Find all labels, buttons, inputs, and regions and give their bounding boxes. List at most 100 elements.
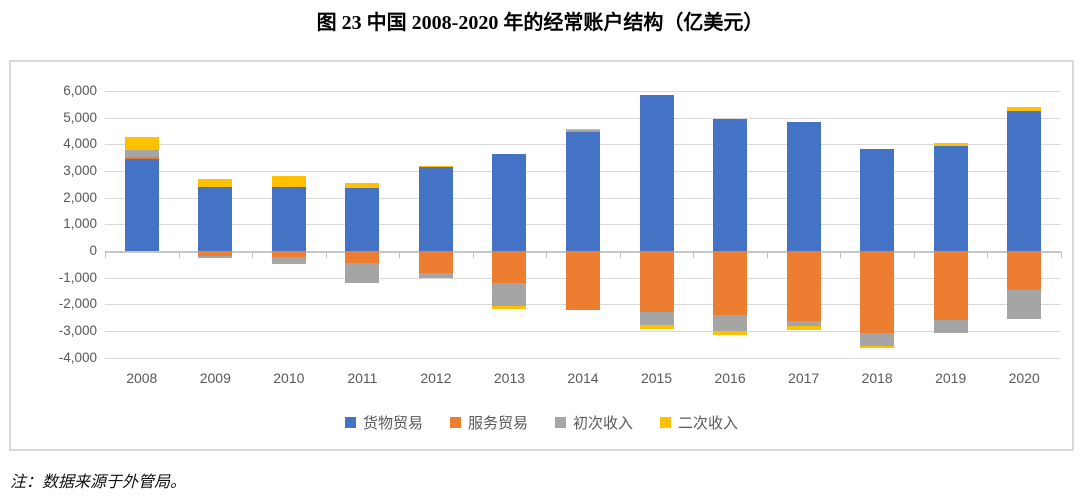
bar-segment — [786, 321, 821, 327]
legend-label: 初次收入 — [573, 415, 634, 432]
bar-segment — [345, 182, 380, 188]
bar-segment — [860, 251, 895, 334]
bar-segment — [1007, 251, 1042, 291]
chart-legend: 货物贸易 服务贸易 初次收入 二次收入 — [11, 412, 1072, 433]
bar-segment — [198, 251, 233, 257]
bar-segment — [124, 136, 159, 150]
chart-frame: 货物贸易 服务贸易 初次收入 二次收入 6,000 5,000 4,000 3,000 2,0… — [9, 60, 1074, 451]
axis-tick — [472, 252, 474, 259]
bar-segment — [933, 146, 968, 251]
x-axis-category-label: 2019 — [935, 370, 967, 386]
bar-segment — [786, 251, 821, 322]
bar-segment — [418, 251, 453, 274]
bar-segment — [933, 320, 968, 334]
axis-tick — [105, 252, 106, 259]
axis-tick — [766, 252, 768, 259]
y-axis-tick-label: -4,000 — [58, 349, 97, 365]
y-axis-tick-label: 3,000 — [63, 163, 97, 178]
bar-segment — [566, 251, 600, 311]
axis-tick — [252, 252, 254, 259]
bar-segment — [198, 187, 233, 251]
bar-segment — [1007, 111, 1042, 252]
bar-segment — [492, 154, 527, 251]
legend-label: 货物贸易 — [362, 415, 423, 432]
y-axis-tick-label: -2,000 — [58, 296, 97, 312]
bar-segment — [713, 251, 748, 316]
x-axis-category-label: 2018 — [861, 370, 893, 386]
x-axis-category-label: 2016 — [714, 370, 746, 386]
y-axis-tick-label: 5,000 — [63, 109, 97, 125]
x-axis-category-label: 2008 — [126, 370, 158, 386]
axis-tick — [1061, 252, 1062, 259]
bar-segment — [271, 175, 306, 188]
gridline — [105, 117, 1061, 119]
axis-tick — [693, 252, 695, 259]
bar-segment — [566, 132, 600, 251]
x-axis-category-label: 2020 — [1008, 370, 1040, 386]
axis-tick — [546, 252, 548, 259]
bar-segment — [933, 251, 968, 321]
gridline — [105, 91, 1061, 92]
legend-label: 二次收入 — [678, 415, 739, 432]
bar-segment — [124, 156, 159, 160]
bar-segment — [418, 166, 453, 252]
legend-swatch-icon — [660, 417, 672, 428]
page-title: 图 23 中国 2008-2020 年的经常账户结构（亿美元） — [316, 12, 764, 34]
bar-segment — [345, 187, 380, 251]
legend-item: 货物贸易 — [344, 412, 423, 433]
bar-segment — [713, 331, 748, 336]
bar-segment — [1007, 290, 1042, 320]
bar-segment — [860, 149, 895, 251]
bar-segment — [271, 256, 306, 265]
y-axis-tick-label: 2,000 — [63, 189, 97, 205]
bar-segment — [639, 94, 674, 251]
axis-tick — [840, 252, 842, 259]
bar-segment — [198, 178, 233, 188]
bar-segment — [124, 159, 159, 251]
x-axis-category-label: 2012 — [420, 370, 452, 386]
x-axis-category-label: 2009 — [199, 370, 231, 386]
bar-segment — [492, 282, 527, 306]
legend-item: 初次收入 — [555, 412, 633, 433]
bar-segment — [271, 251, 306, 257]
x-axis-category-label: 2010 — [273, 370, 305, 386]
axis-tick — [178, 252, 180, 259]
bar-segment — [713, 315, 748, 332]
gridline — [105, 357, 1061, 359]
bar-segment — [860, 345, 895, 349]
bar-segment — [418, 273, 453, 279]
bar-segment — [1007, 107, 1042, 111]
axis-tick — [325, 252, 327, 259]
bar-segment — [786, 122, 821, 251]
axis-tick — [399, 252, 401, 259]
bar-segment — [492, 251, 527, 283]
bar-segment — [860, 333, 895, 346]
axis-tick — [987, 252, 989, 259]
x-axis-category-label: 2017 — [788, 370, 820, 386]
legend-swatch-icon — [555, 417, 566, 428]
y-axis-tick-label: 0 — [89, 243, 97, 259]
bar-segment — [639, 251, 674, 313]
legend-label: 服务贸易 — [467, 415, 528, 432]
bar-segment — [271, 187, 306, 251]
bar-segment — [786, 326, 821, 331]
bar-segment — [566, 130, 600, 133]
axis-tick — [913, 252, 915, 259]
bar-segment — [198, 256, 233, 259]
legend-swatch-icon — [344, 417, 356, 428]
bar-segment — [345, 251, 380, 264]
y-axis-tick-label: 6,000 — [63, 83, 97, 98]
legend-swatch-icon — [449, 417, 461, 428]
x-axis-category-label: 2013 — [493, 370, 526, 386]
legend-item: 二次收入 — [660, 412, 738, 433]
y-axis-tick-label: 1,000 — [63, 216, 97, 232]
bar-segment — [713, 119, 748, 252]
axis-tick — [619, 252, 621, 259]
x-axis-category-label: 2015 — [640, 370, 673, 386]
bar-segment — [933, 142, 968, 147]
footnote: 注：数据来源于外管局。 — [10, 474, 187, 491]
bar-segment — [345, 263, 380, 283]
bar-segment — [566, 129, 600, 131]
y-axis-tick-label: -3,000 — [58, 323, 97, 339]
